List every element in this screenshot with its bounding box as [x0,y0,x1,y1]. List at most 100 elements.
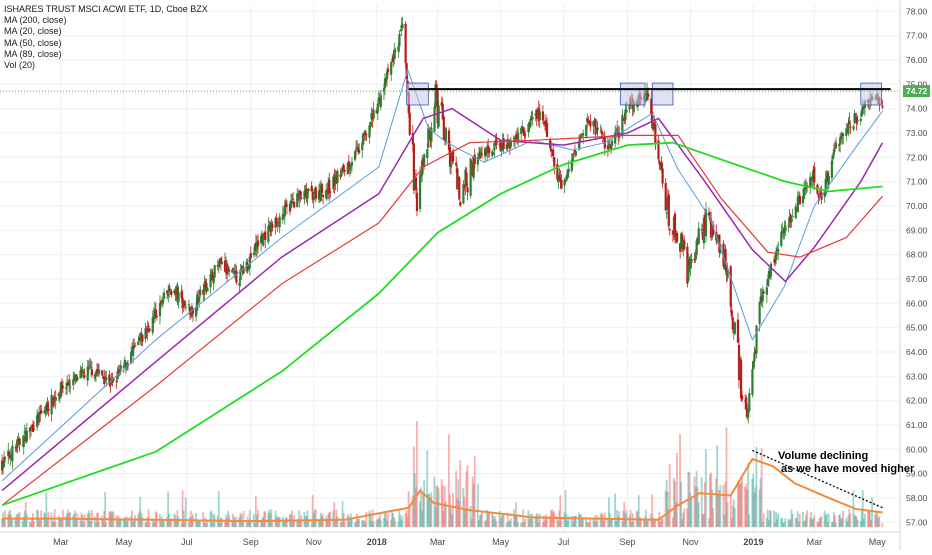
candle-body [632,100,635,113]
candle-body [560,180,563,189]
volume-bar [455,471,457,528]
volume-bar [516,515,518,528]
candle-body [414,177,418,191]
candle-body [594,118,597,135]
volume-bar [394,521,397,528]
volume-bar [436,486,439,528]
candle-body [665,212,668,214]
candle-body [89,367,92,369]
candle-body [184,306,187,308]
candle-body [784,225,787,232]
volume-bar [75,518,78,528]
candle-body [283,205,286,217]
volume-bar [874,514,877,528]
volume-bar [859,520,862,528]
candle-body [683,240,686,250]
volume-bar [462,487,465,528]
volume-bar [546,516,548,528]
candle-body [842,134,845,136]
volume-bar [823,510,826,528]
candle-body [563,179,566,186]
candle-body [469,158,472,196]
candle-body [780,232,783,246]
y-tick-label: 67.00 [906,274,928,284]
candle-body [82,372,85,374]
candle-body [119,365,122,370]
candle-body [802,189,806,199]
candle-body [314,187,317,199]
volume-bar [581,518,583,528]
volume-bar [601,514,604,528]
volume-bar [94,522,97,528]
candle-body [44,410,47,414]
volume-bar [274,510,277,528]
volume-bar [382,518,385,528]
volume-bar [199,521,202,528]
candle-body [340,169,343,176]
volume-bar [181,490,184,528]
candle-body [68,382,71,386]
candle-body [856,119,859,122]
volume-bar [305,515,308,528]
candle-body [64,387,68,389]
candle-body [427,127,430,148]
candle-body [517,132,520,143]
candle-body [654,124,657,144]
volume-bar [651,494,654,528]
volume-bar [587,522,590,528]
volume-bar [588,522,591,528]
candle-body [830,160,833,178]
volume-bar [745,483,748,528]
candle-body [196,294,199,311]
volume-bar [751,478,754,528]
volume-bar [139,496,142,528]
candle-body [578,137,582,143]
candle-body [54,396,57,401]
last-price-tag [903,85,930,98]
candle-body [759,296,762,303]
volume-bar [573,516,576,528]
candle-body [572,153,575,155]
candle-body [285,204,289,207]
candle-body [415,192,419,212]
volume-bar [260,521,262,528]
volume-bar [494,516,497,528]
volume-bar [419,501,421,528]
volume-bar [392,513,395,528]
candle-body [775,251,778,261]
volume-bar [788,520,791,528]
y-tick-label: 72.00 [906,152,928,162]
candle-body [350,161,354,166]
candle-body [473,154,476,165]
candle-body [109,381,112,386]
volume-bar [697,502,700,528]
candle-body [217,261,220,268]
volume-bar [227,510,229,528]
volume-bar [249,519,252,528]
candle-body [147,325,150,328]
volume-bar [16,514,19,528]
candle-body [625,109,628,113]
volume-bar [813,515,816,528]
volume-bar [1,519,3,528]
candle-body [31,424,35,432]
volume-bar [863,514,866,528]
volume-bar [659,521,662,528]
candle-body [118,369,121,372]
volume-bar [736,481,739,528]
volume-bar [234,521,237,528]
volume-bar [498,511,501,528]
volume-bar [484,521,486,528]
volume-bar [856,519,859,528]
volume-bar [211,522,214,528]
volume-bar [630,521,633,528]
volume-bar [414,487,417,528]
candle-body [509,141,512,147]
candle-body [364,130,367,136]
volume-bar [427,494,430,528]
candle-body [372,109,375,119]
volume-bar [32,513,34,528]
candle-body [187,304,190,306]
volume-bar [672,478,675,528]
